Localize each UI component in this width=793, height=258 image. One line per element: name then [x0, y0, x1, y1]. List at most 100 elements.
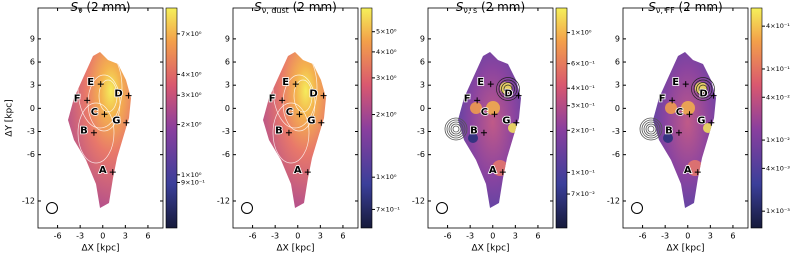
x-tick-label: -3 [271, 232, 279, 241]
region-label: C [286, 107, 293, 118]
region-label: E [672, 77, 679, 88]
region-marker [320, 92, 327, 99]
region-label: G [502, 116, 510, 127]
region-marker [123, 119, 130, 126]
contour [446, 119, 466, 139]
colorbar-tick-label: 4×10⁰ [181, 70, 202, 78]
region-label: A [294, 165, 302, 176]
y-tick-label: 9 [420, 34, 425, 43]
y-tick-label: 6 [30, 58, 35, 67]
y-tick-label: 3 [225, 81, 230, 90]
beam [241, 202, 253, 214]
x-axis-label: ΔX [kpc] [276, 244, 314, 254]
contour [691, 77, 715, 101]
region-marker [487, 81, 494, 88]
title-subscript: ν, FF [656, 6, 675, 15]
x-tick-label: 3 [318, 232, 323, 241]
title-rest: (2 mm) [679, 0, 723, 14]
colorbar-tick-label: 7×10⁰ [181, 30, 202, 38]
y-tick-label: 6 [225, 58, 230, 67]
region-label: A [99, 165, 107, 176]
y-tick-label: 0 [420, 104, 425, 113]
region-label: E [87, 77, 94, 88]
title-rest: (2 mm) [86, 0, 130, 14]
region-label: F [269, 93, 276, 104]
beam [631, 202, 643, 214]
x-axis-label: ΔX [kpc] [471, 244, 509, 254]
title-subscript: ν [78, 6, 83, 15]
contour [87, 74, 121, 132]
contour-core [454, 127, 458, 131]
colorbar-tick-label: 4×10⁻² [766, 93, 790, 101]
y-tick-label: 0 [615, 104, 620, 113]
region-marker [279, 97, 286, 104]
x-tick-label: -6 [249, 232, 257, 241]
x-tick-label: -3 [466, 232, 474, 241]
region-marker [708, 119, 715, 126]
title-subscript: ν, s [463, 6, 477, 15]
y-tick-label: 9 [225, 34, 230, 43]
title-symbol: S [70, 0, 78, 14]
region-label: B [665, 126, 673, 137]
region-label: B [470, 126, 478, 137]
contour [293, 79, 313, 113]
region-label: G [697, 116, 705, 127]
region-label: B [275, 126, 283, 137]
y-tick-label: -6 [222, 150, 230, 159]
x-tick-label: 6 [535, 232, 540, 241]
region-marker [694, 169, 701, 176]
x-tick-label: 6 [145, 232, 150, 241]
contour [498, 79, 518, 99]
region-marker [669, 97, 676, 104]
y-tick-label: 0 [30, 104, 35, 113]
region-marker [90, 129, 97, 136]
contour [98, 79, 118, 113]
y-tick-label: -6 [27, 150, 35, 159]
colorbar-tick-label: 2×10⁰ [376, 111, 397, 119]
panel-title: Sν (2 mm) [70, 0, 130, 15]
y-tick-label: -12 [217, 196, 230, 205]
region-marker [292, 81, 299, 88]
region-marker [318, 119, 325, 126]
y-tick-label: -12 [412, 196, 425, 205]
region-label: A [489, 165, 497, 176]
contour [696, 82, 710, 96]
y-tick-label: -3 [417, 127, 425, 136]
region-label: C [481, 107, 488, 118]
contour [641, 119, 661, 139]
region-marker [710, 92, 717, 99]
region-marker [682, 81, 689, 88]
colorbar-tick-label: 1×10⁰ [376, 173, 397, 181]
contour [647, 125, 655, 133]
patch [486, 101, 500, 115]
y-tick-label: 3 [30, 81, 35, 90]
beam [436, 202, 448, 214]
region-label: E [282, 77, 289, 88]
region-marker [686, 111, 693, 118]
contour [503, 84, 513, 94]
region-label: F [659, 93, 666, 104]
contour [272, 102, 310, 164]
region-label: D [504, 89, 512, 100]
region-marker [97, 81, 104, 88]
patch [468, 133, 478, 143]
contour [639, 117, 663, 141]
panel-title: Sν, s (2 mm) [456, 0, 525, 15]
region-marker [474, 97, 481, 104]
colorbar-tick-label: 9×10⁻¹ [181, 178, 205, 186]
region-marker [491, 111, 498, 118]
region-label: D [699, 89, 707, 100]
region-marker [675, 129, 682, 136]
x-tick-label: 3 [708, 232, 713, 241]
region-label: F [464, 93, 471, 104]
colorbar-tick-label: 3×10⁰ [181, 91, 202, 99]
colorbar-tick-label: 4×10⁻¹ [766, 22, 790, 30]
colorbar-tick-label: 2×10⁻¹ [571, 126, 595, 134]
x-tick-label: -3 [661, 232, 669, 241]
x-tick-label: -3 [76, 232, 84, 241]
x-tick-label: -6 [639, 232, 647, 241]
region-label: C [676, 107, 683, 118]
title-rest: (2 mm) [293, 0, 337, 14]
colorbar [555, 7, 568, 229]
axes-frame [232, 7, 359, 229]
